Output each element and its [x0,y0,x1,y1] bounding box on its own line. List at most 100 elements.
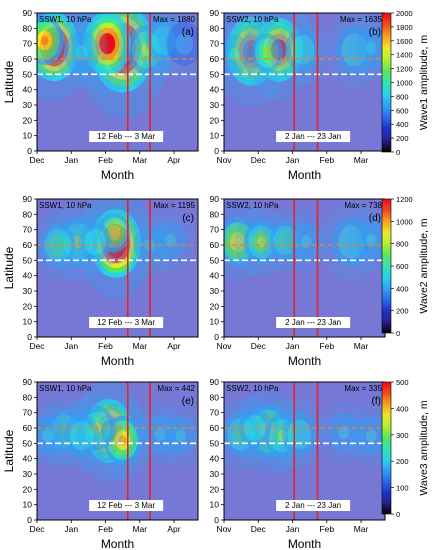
y-tick-label: 30 [210,469,220,479]
blob-contour [175,429,187,443]
amplitude-blob [272,398,326,470]
panel-max: Max = 442 [157,384,195,393]
colorbar-tick-label: 1800 [396,23,413,32]
window-label-bg [89,131,164,142]
y-tick-label: 40 [23,271,33,281]
colorbar-gradient [381,381,392,515]
y-tick-label: 0 [27,332,32,342]
panel-c: 12 Feb --- 3 Mar 0 10 20 30 40 50 60 70 80 90 Dec Ja… [2,194,199,368]
x-tick-label: Apr [167,524,180,534]
colorbar-tick-label: 500 [396,378,409,387]
amplitude-blob [37,404,72,468]
blob-contour [75,45,88,61]
panel-max: Max = 1880 [153,15,196,24]
colorbar-tick-label: 1200 [396,195,413,204]
window-label: 12 Feb --- 3 Mar [97,132,155,141]
amplitude-blob [54,17,109,89]
amplitude-blob [242,21,292,85]
window-label-bg [276,500,351,511]
blob-contour [281,235,290,246]
x-tick-label: Apr [167,341,180,351]
x-axis-label: Month [101,537,134,550]
x-tick-label: Mar [354,341,369,351]
colorbar-tick-label: 200 [396,307,409,316]
y-tick-label: 40 [210,271,220,281]
y-tick-label: 10 [23,500,33,510]
y-tick-label: 80 [23,209,33,219]
blob-contour [233,237,242,247]
blob-contour [103,38,112,49]
x-tick-label: Dec [251,524,267,534]
colorbar-tick-label: 2000 [396,9,413,18]
y-tick-label: 80 [23,23,33,33]
colorbar-2: 0 200 400 600 800 1000 1200 Wave2 amplitude, m [381,195,430,338]
window-label: 12 Feb --- 3 Mar [97,501,155,510]
y-axis-label: Latitude [2,429,16,472]
colorbar-tick-label: 800 [396,92,409,101]
colorbar-3: 0 100 200 300 400 500 Wave3 amplitude, m [381,378,430,519]
window-label-bg [89,500,164,511]
blob-contour [165,233,176,247]
x-tick-label: Nov [216,341,232,351]
y-tick-label: 40 [210,454,220,464]
x-tick-label: Jan [286,155,300,165]
plot-area [224,13,385,151]
colorbar-label: Wave1 amplitude, m [418,35,430,131]
amplitude-blob [347,404,385,468]
y-tick-label: 60 [23,423,33,433]
panel-tag: (d) [369,213,381,224]
amplitude-blob [319,401,369,465]
y-tick-label: 50 [210,438,220,448]
blob-contour [365,41,377,55]
panel-title: SSW2, 10 hPa [226,201,279,210]
amplitude-blob [230,396,280,460]
amplitude-blob [157,13,198,79]
y-tick-label: 80 [23,392,33,402]
blob-contour [110,228,118,237]
blob-halo [157,13,198,79]
x-tick-label: Jan [286,524,300,534]
window-label: 2 Jan --- 23 Jan [285,318,341,327]
window-label: 2 Jan --- 23 Jan [285,132,341,141]
amplitude-blob [156,404,198,468]
x-tick-label: Feb [98,341,113,351]
y-tick-label: 90 [23,194,33,204]
panel-b: 2 Jan --- 23 Jan 0 10 20 30 40 50 60 70 80 90 Nov De… [210,8,386,182]
y-tick-label: 20 [23,301,33,311]
y-tick-label: 60 [210,240,220,250]
blob-contour [262,47,271,58]
amplitude-blob [224,23,259,86]
y-tick-label: 70 [23,225,33,235]
window-label-bg [276,317,351,328]
colorbar-tick-label: 100 [396,484,409,493]
plot-area [224,382,385,520]
colorbar-tick-label: 400 [396,284,409,293]
amplitude-blob [146,208,195,272]
amplitude-blob [347,209,385,272]
y-tick-label: 40 [23,85,33,95]
y-tick-label: 20 [210,301,220,311]
window-label-bg [276,131,351,142]
y-tick-label: 0 [27,146,32,156]
blob-contour [41,429,53,443]
x-tick-label: Dec [29,524,45,534]
panel-title: SSW2, 10 hPa [226,384,279,393]
y-tick-label: 10 [23,317,33,327]
panel-tag: (e) [182,396,194,407]
window-label-bg [89,317,164,328]
panel-title: SSW1, 10 hPa [39,384,92,393]
y-tick-label: 20 [210,484,220,494]
colorbar-1: 0 200 400 600 800 1000 1200 1400 1600 1800 2000 Wav… [381,9,430,157]
panel-title: SSW1, 10 hPa [39,15,92,24]
y-tick-label: 70 [23,408,33,418]
y-tick-label: 60 [23,54,33,64]
amplitude-blob [37,13,74,80]
x-tick-label: Jan [64,524,78,534]
blob-contour [344,233,358,251]
x-axis-label: Month [288,168,321,182]
x-tick-label: Mar [132,155,147,165]
y-tick-label: 10 [23,131,33,141]
y-tick-label: 20 [210,115,220,125]
x-tick-label: Mar [132,524,147,534]
x-tick-label: Nov [216,524,232,534]
